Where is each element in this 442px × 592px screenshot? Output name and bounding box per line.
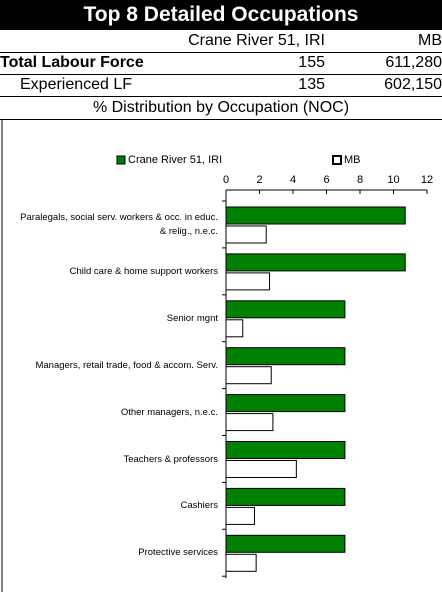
- category-label: Teachers & professors: [123, 453, 218, 465]
- bar: [225, 553, 257, 572]
- column-header: Crane River 51, IRI: [188, 32, 325, 49]
- header-title: Top 8 Detailed Occupations: [0, 0, 442, 30]
- category-label: Child care & home support workers: [69, 265, 218, 277]
- row-label: Total Labour Force: [0, 54, 144, 71]
- bar: [225, 253, 406, 272]
- x-tick-label: 2: [256, 174, 262, 186]
- cell: 602,150: [384, 76, 442, 93]
- x-tick-label: 12: [421, 174, 433, 186]
- bar: [225, 225, 267, 244]
- category-label: Protective services: [138, 547, 218, 559]
- bar: [225, 506, 255, 525]
- category-label: Managers, retail trade, food & accom. Se…: [35, 359, 218, 371]
- x-tick-label: 6: [323, 174, 329, 186]
- category-label: Paralegals, social serv. workers & occ. …: [20, 212, 218, 237]
- bar: [225, 272, 271, 291]
- x-tick-label: 0: [223, 174, 229, 186]
- cell: 155: [298, 54, 325, 71]
- bar: [225, 366, 272, 385]
- x-tick-label: 10: [387, 174, 399, 186]
- category-label: Other managers, n.e.c.: [120, 406, 218, 418]
- bar: [225, 413, 274, 432]
- x-tick-label: 8: [357, 174, 363, 186]
- legend-label: Crane River 51, IRI: [128, 154, 222, 166]
- subtitle: % Distribution by Occupation (NOC): [0, 97, 442, 120]
- bar: [225, 534, 346, 553]
- bar: [225, 441, 346, 459]
- category-label: Senior mgnt: [166, 312, 218, 324]
- bar: [225, 347, 346, 366]
- table-row: Total Labour Force 155 611,280: [0, 52, 442, 75]
- column-header: MB: [418, 32, 442, 49]
- row-label: Experienced LF: [20, 76, 133, 93]
- column-header-row: Crane River 51, IRI MB: [0, 30, 442, 53]
- bar: [225, 460, 297, 478]
- bar: [225, 319, 244, 338]
- bar: [225, 394, 346, 413]
- legend-swatch: [332, 155, 342, 165]
- legend-label: MB: [344, 154, 361, 166]
- cell: 611,280: [385, 54, 442, 71]
- table-row: Experienced LF 135 602,150: [0, 74, 442, 97]
- x-tick-label: 4: [290, 174, 296, 186]
- cell: 135: [298, 76, 325, 93]
- legend-swatch: [116, 155, 126, 165]
- bar: [225, 206, 406, 225]
- bar: [225, 487, 346, 506]
- bar: [225, 300, 346, 319]
- category-label: Cashiers: [180, 500, 219, 512]
